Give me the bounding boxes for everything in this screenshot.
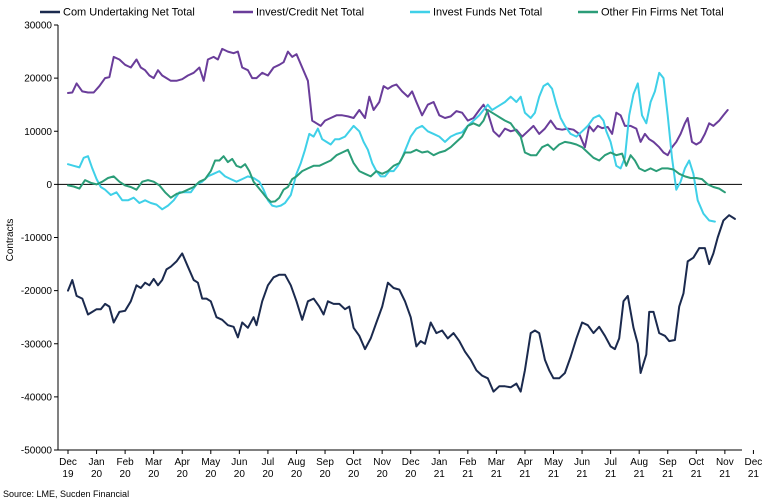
x-tick-label-month: Apr (174, 457, 190, 468)
x-tick-label-month: Aug (630, 457, 648, 468)
series-line-com-undertaking-net-total (67, 214, 736, 393)
series-line-other-fin-firms-net-total (67, 109, 726, 203)
x-tick-label-year: 20 (291, 469, 303, 480)
x-tick-label-year: 20 (377, 469, 389, 480)
x-tick-label-year: 21 (519, 469, 531, 480)
y-tick-label: 0 (46, 180, 52, 191)
x-tick-label-year: 20 (91, 469, 103, 480)
x-tick-label-month: Jul (262, 457, 275, 468)
x-tick-label-year: 21 (634, 469, 646, 480)
y-tick-label: -20000 (21, 286, 53, 297)
x-tick-label-month: Sep (316, 457, 334, 468)
x-tick-label-month: May (544, 457, 563, 468)
x-tick-label-year: 20 (205, 469, 217, 480)
x-tick-label-year: 21 (434, 469, 446, 480)
x-tick-label-year: 21 (719, 469, 731, 480)
x-tick-label-month: Dec (59, 457, 77, 468)
x-tick-label-year: 20 (348, 469, 360, 480)
x-tick-label-month: Apr (517, 457, 533, 468)
legend-label: Invest Funds Net Total (433, 7, 542, 19)
x-tick-label-year: 20 (234, 469, 246, 480)
x-tick-label-month: Jun (574, 457, 590, 468)
x-tick-label-month: Mar (145, 457, 163, 468)
x-tick-label-year: 21 (462, 469, 474, 480)
legend-label: Invest/Credit Net Total (256, 7, 364, 19)
x-tick-label-month: Dec (402, 457, 420, 468)
x-tick-label-year: 21 (577, 469, 589, 480)
y-axis-title: Contracts (5, 219, 16, 262)
y-tick-label: -50000 (21, 446, 53, 457)
x-tick-label-month: Oct (346, 457, 362, 468)
x-tick-label-year: 20 (177, 469, 189, 480)
x-tick-label-month: Nov (373, 457, 391, 468)
source-note: Source: LME, Sucden Financial (3, 489, 129, 499)
x-tick-label-year: 19 (62, 469, 74, 480)
x-tick-label-month: Mar (488, 457, 506, 468)
x-tick-label-year: 21 (491, 469, 503, 480)
series-line-invest-credit-net-total (67, 47, 729, 157)
x-tick-label-year: 20 (262, 469, 274, 480)
legend: Com Undertaking Net Total Invest/Credit N… (40, 7, 724, 19)
x-tick-label-year: 20 (120, 469, 132, 480)
y-tick-label: 20000 (24, 74, 52, 85)
x-tick-label-year: 20 (319, 469, 331, 480)
x-tick-label-month: Jun (231, 457, 247, 468)
legend-label: Com Undertaking Net Total (63, 7, 195, 19)
y-tick-label: 30000 (24, 21, 52, 32)
y-tick-label: -40000 (21, 392, 53, 403)
x-tick-label-month: Jul (604, 457, 617, 468)
axes: 30000 20000 10000 0 -10000 -20000 -30000 -40000… (21, 21, 763, 481)
x-tick-label-month: Sep (659, 457, 677, 468)
legend-label: Other Fin Firms Net Total (601, 7, 724, 19)
series-line-invest-funds-net-total (67, 71, 716, 223)
x-tick-label-month: Dec (745, 457, 763, 468)
y-tick-label: -10000 (21, 233, 53, 244)
x-tick-label-year: 21 (691, 469, 703, 480)
y-tick-label: -30000 (21, 339, 53, 350)
x-tick-label-month: Feb (116, 457, 134, 468)
x-tick-label-month: Aug (288, 457, 306, 468)
x-tick-label-month: May (201, 457, 220, 468)
x-tick-label-year: 21 (605, 469, 617, 480)
x-tick-label-year: 20 (148, 469, 160, 480)
x-tick-label-month: Nov (716, 457, 734, 468)
y-tick-label: 10000 (24, 127, 52, 138)
x-tick-label-month: Jan (431, 457, 447, 468)
x-tick-label-year: 20 (405, 469, 417, 480)
x-tick-label-month: Oct (689, 457, 705, 468)
x-tick-label-month: Feb (459, 457, 477, 468)
x-tick-label-year: 21 (662, 469, 674, 480)
x-tick-label-year: 21 (748, 469, 760, 480)
series-layer (67, 47, 736, 393)
x-tick-label-month: Jan (88, 457, 104, 468)
x-tick-label-year: 21 (548, 469, 560, 480)
